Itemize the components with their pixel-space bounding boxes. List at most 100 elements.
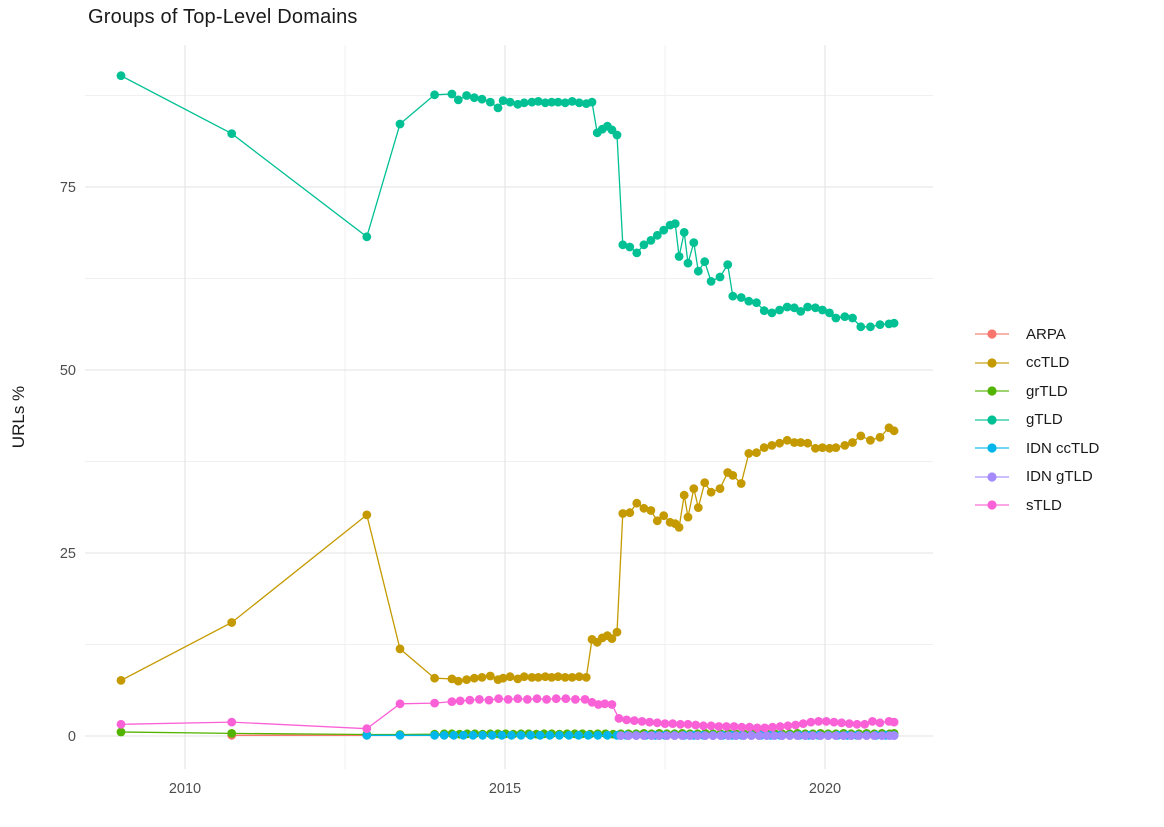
data-point [462, 675, 471, 684]
data-point [747, 731, 756, 740]
x-tick-label: 2020 [809, 781, 841, 797]
data-point [736, 479, 746, 488]
data-point [662, 731, 672, 740]
data-point [639, 731, 649, 740]
data-point [691, 720, 701, 730]
data-point [700, 731, 710, 740]
data-point [803, 302, 813, 312]
data-point [498, 96, 508, 105]
data-point [513, 694, 523, 704]
data-point [551, 694, 561, 704]
data-point [639, 503, 649, 513]
data-point [362, 510, 372, 520]
data-point [706, 721, 716, 731]
data-point [846, 731, 856, 740]
data-point [581, 673, 591, 682]
data-point [875, 320, 885, 329]
data-point [646, 506, 656, 515]
legend-key-icon [975, 472, 1009, 482]
legend-item-idn-gtld: IDN gTLD [975, 463, 1099, 492]
data-point [449, 730, 459, 740]
data-point [453, 676, 463, 686]
data-point [430, 698, 439, 708]
data-point [587, 97, 597, 107]
legend-label: sTLD [1026, 496, 1062, 514]
data-point [674, 252, 684, 261]
data-point [744, 296, 754, 306]
data-point [580, 695, 590, 704]
data-point [561, 694, 571, 704]
data-point [625, 242, 635, 252]
data-point [497, 730, 507, 740]
data-point [760, 723, 770, 733]
data-point [875, 718, 885, 728]
data-point [754, 731, 764, 740]
data-point [484, 695, 494, 705]
data-point [811, 303, 820, 313]
data-point [607, 700, 617, 709]
legend-label: grTLD [1026, 382, 1068, 400]
data-point [728, 471, 738, 480]
legend-label: ARPA [1026, 325, 1066, 343]
data-point [555, 730, 564, 740]
data-point [519, 98, 529, 108]
data-point [547, 97, 557, 107]
data-point [523, 695, 532, 704]
data-point [729, 722, 739, 731]
data-point [889, 731, 899, 740]
data-point [693, 731, 702, 740]
data-point [639, 240, 649, 250]
data-point [632, 498, 642, 508]
data-point [800, 731, 810, 740]
data-point [540, 672, 550, 682]
data-point [395, 644, 405, 654]
data-point [475, 695, 484, 704]
data-point [844, 719, 854, 728]
data-point [527, 673, 537, 682]
data-point [652, 516, 662, 526]
data-point [430, 673, 439, 683]
data-point [818, 305, 827, 315]
data-point [516, 730, 526, 740]
data-point [600, 699, 610, 709]
data-point [866, 322, 875, 332]
data-point [116, 727, 126, 737]
data-point [583, 730, 593, 740]
data-point [767, 308, 777, 318]
data-point [856, 431, 866, 441]
data-point [736, 293, 746, 302]
data-point [862, 731, 871, 740]
data-point [574, 672, 584, 682]
legend-item-cctld: ccTLD [975, 349, 1099, 378]
data-point [889, 426, 899, 436]
data-point [739, 731, 749, 740]
chart-title: Groups of Top-Level Domains [88, 6, 358, 28]
data-point [616, 731, 626, 740]
data-point [116, 676, 126, 685]
data-point [752, 723, 762, 733]
data-point [785, 731, 795, 740]
data-point [567, 673, 577, 682]
data-point [567, 97, 577, 106]
data-point [868, 717, 877, 726]
data-point [647, 731, 656, 740]
data-point [542, 695, 551, 704]
data-point [700, 478, 710, 488]
legend-label: IDN gTLD [1026, 468, 1093, 486]
data-point [825, 443, 834, 453]
data-point [227, 717, 237, 727]
legend-key-icon [975, 386, 1009, 396]
data-point [670, 731, 679, 740]
data-point [679, 490, 689, 500]
data-point [618, 509, 628, 518]
data-point [700, 257, 710, 267]
data-point [814, 717, 823, 726]
data-point [803, 438, 813, 448]
data-point [560, 673, 570, 682]
data-point [808, 731, 818, 740]
data-point [752, 298, 761, 308]
data-point [659, 225, 669, 235]
data-point [762, 731, 772, 740]
data-point [889, 717, 899, 727]
